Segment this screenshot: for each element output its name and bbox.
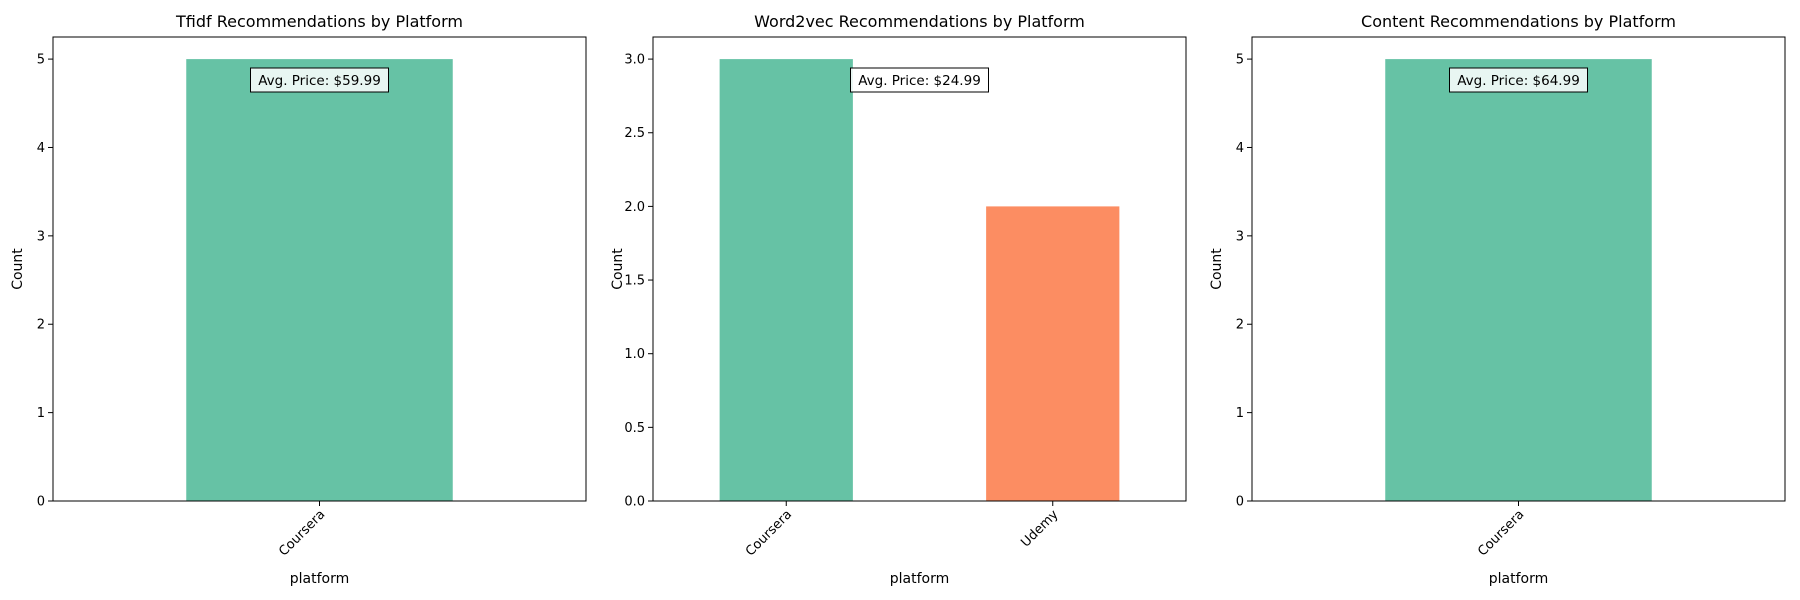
chart-title: Tfidf Recommendations by Platform [175,12,463,31]
y-tick-label: 2 [37,318,45,333]
chart-panel-2: 0.0 0.5 1.0 1.5 2.0 2.5 3.0 Coursera Udemy Word2v… [610,12,1187,587]
y-axis-label: Count [10,248,26,290]
y-tick-label: 4 [1236,141,1244,156]
x-tick-label-coursera: Coursera [1475,507,1527,559]
y-axis-label: Count [610,248,626,290]
y-tick-label: 3 [37,229,45,244]
y-tick-label: 0 [1236,495,1244,510]
y-tick-label: 2.0 [624,200,645,215]
y-axis-label: Count [1209,248,1225,290]
bar-coursera [1385,59,1652,501]
plot-frame [652,36,1187,502]
y-tick-label: 0.0 [624,495,645,510]
x-tick-label-coursera: Coursera [276,507,328,559]
x-tick-label-coursera: Coursera [743,507,795,559]
y-tick-label: 1.5 [624,274,645,289]
bar-udemy [986,206,1120,501]
annotation-box [1449,67,1588,93]
bar-coursera [719,59,853,501]
y-tick-label: 2.5 [624,126,645,141]
x-axis-label: platform [1489,571,1549,587]
y-tick-label: 3.0 [624,53,645,68]
annotation-text: Avg. Price: $64.99 [1457,73,1580,89]
avg-price-annotation: Avg. Price: $64.99 [1449,67,1588,93]
y-tick-label: 3 [1236,229,1244,244]
y-tick-label: 0 [37,495,45,510]
avg-price-annotation: Avg. Price: $24.99 [850,67,989,93]
y-tick-label: 5 [37,53,45,68]
y-tick-label: 1 [1236,406,1244,421]
bar-coursera [186,59,453,501]
y-tick-label: 2 [1236,318,1244,333]
y-tick-label: 5 [1236,53,1244,68]
avg-price-annotation: Avg. Price: $59.99 [250,67,389,93]
chart-panel-3: 0 1 2 3 4 5 Coursera Content Recommendations by… [1209,12,1786,587]
chart-title: Content Recommendations by Platform [1361,12,1676,31]
chart-title: Word2vec Recommendations by Platform [754,12,1085,31]
x-axis-label: platform [890,571,950,587]
y-tick-label: 0.5 [624,421,645,436]
y-tick-label: 4 [37,141,45,156]
chart-panel-1: 0 1 2 3 4 5 Coursera Tfidf Recommendations by P… [10,12,587,587]
annotation-text: Avg. Price: $59.99 [258,73,381,89]
y-tick-label: 1.0 [624,347,645,362]
annotation-box [250,67,389,93]
y-tick-label: 1 [37,406,45,421]
annotation-box [850,67,989,93]
x-tick-label-udemy: Udemy [1018,507,1061,550]
x-axis-label: platform [290,571,350,587]
annotation-text: Avg. Price: $24.99 [858,73,981,89]
